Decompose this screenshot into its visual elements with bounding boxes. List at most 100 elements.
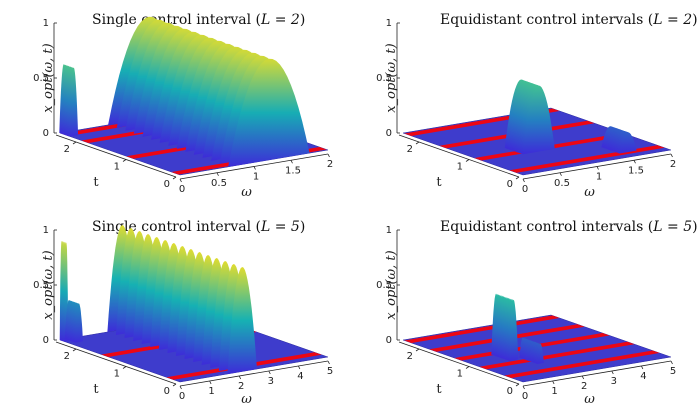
surface-peak	[108, 16, 310, 167]
omega-tick-label: 1	[596, 172, 602, 183]
omega-tick	[559, 172, 562, 176]
omega-axis	[522, 360, 672, 387]
z-axis-label: x_opt(ω, t)	[41, 250, 56, 319]
z-tick-label: 1	[386, 225, 392, 236]
t-tick	[172, 176, 177, 180]
t-tick-label: 2	[64, 351, 70, 362]
t-tick-label: 2	[407, 144, 413, 155]
ridge-slice	[536, 343, 544, 365]
z-axis-label: x_opt(ω, t)	[384, 250, 399, 319]
omega-tick	[327, 153, 330, 158]
omega-tick	[253, 166, 256, 170]
t-tick-label: 1	[457, 369, 463, 380]
t-tick	[515, 383, 520, 387]
t-tick	[172, 383, 177, 387]
omega-tick-label: 4	[297, 371, 303, 382]
title-panel-3: Single control interval (L = 5)	[92, 219, 306, 235]
surface-peak	[504, 79, 555, 155]
title-var: L = 2	[653, 12, 693, 28]
panel-4: 0 0.5 1 x_opt(ω, t) 0 1 2 3 4 5 ω 0 1 2 t	[376, 225, 676, 407]
omega-tick	[298, 365, 301, 370]
omega-tick	[290, 160, 293, 164]
omega-tick-label: 1.5	[285, 165, 301, 176]
panel-2: 0 0.5 1 x_opt(ω, t) 0 0.5 1 1.5 2 ω 0 1 2 t	[376, 18, 676, 200]
z-axis-label: x_opt(ω, t)	[41, 43, 56, 112]
title-var: L = 2	[260, 12, 300, 28]
t-tick	[415, 348, 420, 352]
omega-tick-label: 2	[238, 381, 244, 392]
omega-tick	[179, 385, 182, 390]
z-tick-label: 1	[43, 18, 49, 29]
ridge-slice	[522, 85, 555, 155]
t-tick	[72, 348, 77, 352]
omega-tick	[670, 360, 673, 365]
control-row	[479, 341, 635, 370]
control-row	[404, 315, 560, 343]
t-axis-label: t	[436, 382, 442, 397]
omega-tick	[522, 385, 525, 390]
omega-tick	[216, 172, 219, 176]
omega-axis-label: ω	[584, 185, 595, 200]
t-tick	[465, 159, 470, 162]
z-tick-label: 0	[43, 128, 49, 139]
title-text: Equidistant control intervals (	[440, 12, 654, 28]
z-tick-label: 0	[386, 335, 392, 346]
z-tick-label: 0.5	[376, 73, 392, 84]
omega-tick-label: 0	[179, 184, 185, 195]
surface-peak	[107, 225, 257, 374]
z-tick-label: 0.5	[33, 73, 49, 84]
omega-tick-label: 5	[327, 366, 333, 377]
title-var: L = 5	[260, 219, 300, 235]
omega-tick-label: 0.5	[554, 178, 570, 189]
omega-tick-label: 3	[611, 376, 617, 387]
omega-tick-label: 1	[551, 386, 557, 397]
omega-tick-label: 4	[640, 371, 646, 382]
t-axis-label: t	[93, 175, 99, 190]
t-tick	[72, 141, 77, 145]
z-tick-label: 0	[43, 335, 49, 346]
panel-1: 0 0.5 1 x_opt(ω, t) 0 0.5 1 1.5 2 ω 0 1 2 t	[33, 16, 333, 200]
ridge-slice	[74, 303, 83, 343]
t-tick	[465, 366, 470, 369]
t-tick-label: 1	[114, 162, 120, 173]
title-panel-2: Equidistant control intervals (L = 2)	[440, 12, 698, 28]
surface-peak	[59, 240, 69, 342]
omega-tick	[327, 360, 330, 365]
omega-tick	[641, 365, 644, 370]
omega-tick	[238, 375, 242, 380]
title-panel-4: Equidistant control intervals (L = 5)	[440, 219, 698, 235]
t-tick	[122, 366, 127, 369]
ridge-slice	[508, 299, 519, 362]
title-panel-1: Single control interval (L = 2)	[92, 12, 306, 28]
omega-tick-label: 2	[327, 159, 333, 170]
omega-tick-label: 3	[268, 376, 274, 387]
omega-tick-label: 0.5	[211, 178, 227, 189]
omega-tick	[596, 166, 599, 170]
omega-tick	[209, 380, 212, 385]
ridge-slice	[228, 58, 310, 167]
z-axis-label: x_opt(ω, t)	[384, 43, 399, 112]
panel-3: 0 0.5 1 x_opt(ω, t) 0 1 2 3 4 5 ω 0 1 2 t	[33, 225, 333, 407]
surface-peak	[519, 337, 544, 365]
t-tick-label: 0	[507, 179, 513, 190]
control-row	[504, 350, 660, 378]
t-tick-label: 1	[457, 162, 463, 173]
title-text: Equidistant control intervals (	[440, 219, 654, 235]
omega-tick-label: 0	[522, 184, 528, 195]
z-tick-label: 1	[43, 225, 49, 236]
omega-tick-label: 1	[253, 172, 259, 183]
ridge-slice	[618, 132, 637, 154]
omega-tick	[179, 178, 182, 183]
omega-tick	[268, 370, 271, 375]
title-text: Single control interval (	[92, 12, 261, 28]
t-tick-label: 2	[64, 144, 70, 155]
t-tick-label: 2	[407, 351, 413, 362]
t-axis-label: t	[436, 175, 442, 190]
title-var: L = 5	[653, 219, 693, 235]
omega-axis-label: ω	[584, 392, 595, 407]
surface-peak	[64, 300, 83, 343]
omega-tick-label: 1.5	[628, 165, 644, 176]
omega-tick	[633, 160, 636, 164]
